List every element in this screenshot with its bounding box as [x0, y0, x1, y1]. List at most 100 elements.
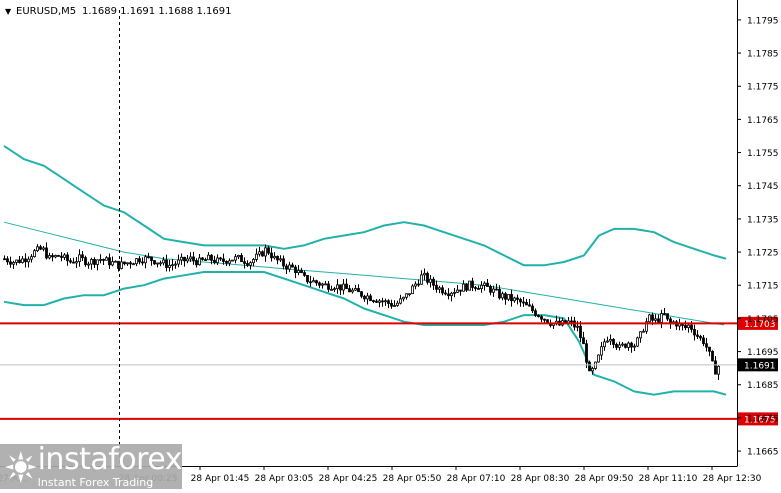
candle-up	[351, 289, 354, 293]
candle-down	[543, 318, 546, 321]
candle-up	[120, 261, 123, 269]
candle-down	[702, 337, 705, 345]
instaforex-logo: instaforex Instant Forex Trading	[0, 444, 183, 489]
candle-down	[192, 256, 195, 261]
candle-down	[495, 288, 498, 291]
candle-up	[462, 283, 465, 292]
candle-down	[219, 257, 222, 260]
candle-down	[375, 300, 378, 303]
candle-down	[195, 260, 198, 266]
candle-down	[93, 258, 96, 265]
candle-up	[660, 313, 663, 323]
candle-up	[216, 257, 219, 263]
candle-down	[147, 256, 150, 259]
candle-down	[153, 260, 156, 265]
symbol-label: EURUSD,M5	[16, 6, 76, 17]
candle-down	[432, 278, 435, 286]
candle-up	[207, 254, 210, 261]
candle-down	[294, 266, 297, 274]
candle-down	[390, 303, 393, 307]
candle-up	[87, 263, 90, 266]
candle-down	[102, 258, 105, 261]
candle-up	[297, 270, 300, 274]
candle-up	[168, 264, 171, 268]
candle-up	[162, 259, 165, 264]
time-tick-label: 28 Apr 01:45	[191, 474, 250, 484]
price-tick-label: 1.1725	[747, 249, 779, 259]
candle-down	[426, 272, 429, 283]
candle-up	[252, 259, 255, 264]
candle-up	[366, 295, 369, 300]
candle-down	[24, 258, 27, 263]
candle-up	[12, 262, 15, 265]
candle-up	[288, 264, 291, 270]
price-tick-label: 1.1755	[747, 149, 779, 159]
moving-average-line	[3, 221, 725, 326]
candle-up	[249, 262, 252, 266]
candle-down	[345, 283, 348, 290]
candle-up	[456, 289, 459, 293]
time-tick-label: 28 Apr 05:50	[383, 474, 442, 484]
candle-down	[699, 336, 702, 339]
candle-up	[636, 337, 639, 347]
candle-down	[651, 314, 654, 321]
candle-down	[129, 262, 132, 265]
candle-down	[630, 342, 633, 348]
bollinger-upper-line	[3, 145, 727, 267]
candle-down	[711, 350, 714, 362]
candle-up	[198, 257, 201, 266]
candle-up	[33, 250, 36, 258]
candle-up	[258, 251, 261, 255]
candle-down	[696, 334, 699, 337]
candle-up	[645, 321, 648, 332]
candle-down	[6, 258, 9, 263]
candle-up	[42, 247, 45, 250]
candle-up	[279, 258, 282, 261]
candle-up	[396, 302, 399, 306]
candle-down	[690, 324, 693, 330]
candle-down	[447, 293, 450, 297]
candle-up	[603, 341, 606, 348]
candle-up	[330, 288, 333, 291]
candle-down	[240, 254, 243, 263]
price-tick-label: 1.1795	[747, 16, 779, 26]
candle-up	[321, 283, 324, 286]
sun-logo-icon	[4, 450, 37, 483]
candle-down	[39, 246, 42, 250]
candle-down	[60, 255, 63, 258]
candle-down	[291, 264, 294, 268]
time-tick-label: 28 Apr 03:05	[255, 474, 314, 484]
candle-down	[498, 288, 501, 299]
candle-up	[597, 354, 600, 363]
candle-up	[48, 255, 51, 259]
candle-up	[30, 256, 33, 260]
candle-up	[600, 346, 603, 356]
candle-up	[27, 258, 30, 263]
candle-down	[489, 286, 492, 293]
price-tick-label: 1.1765	[747, 116, 779, 126]
candle-up	[642, 330, 645, 333]
candle-down	[516, 297, 519, 300]
dropdown-arrow-icon[interactable]: ▼	[5, 7, 12, 16]
candle-down	[477, 287, 480, 290]
candle-up	[144, 256, 147, 264]
candle-down	[108, 257, 111, 266]
candle-up	[312, 280, 315, 283]
candle-up	[99, 258, 102, 261]
candle-down	[243, 261, 246, 264]
candle-up	[654, 318, 657, 321]
candle-up	[255, 253, 258, 260]
logo-tagline: Instant Forex Trading	[37, 476, 154, 489]
candle-up	[228, 260, 231, 264]
price-tick-label: 1.1715	[747, 282, 779, 292]
candle-down	[474, 287, 477, 289]
candle-down	[306, 274, 309, 283]
candle-up	[354, 288, 357, 291]
candle-down	[204, 259, 207, 261]
candle-down	[705, 343, 708, 348]
level-price-label: 1.1703	[744, 320, 776, 330]
candle-down	[57, 255, 60, 257]
candle-down	[519, 299, 522, 303]
